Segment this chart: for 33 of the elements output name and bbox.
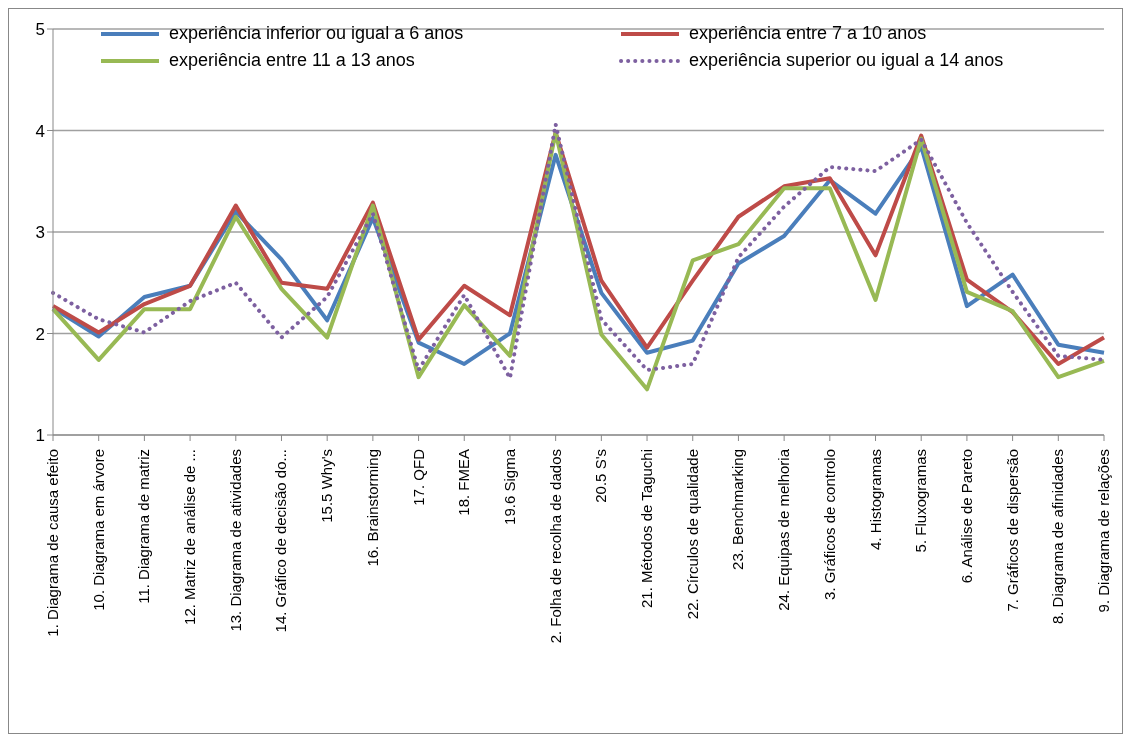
legend-label: experiência entre 7 a 10 anos <box>689 23 927 44</box>
y-tick-label: 2 <box>35 324 45 344</box>
legend-label: experiência entre 11 a 13 anos <box>169 50 415 71</box>
x-tick-label: 20.5 S's <box>592 449 610 503</box>
x-tick-label: 11. Diagrama de matriz <box>135 449 153 604</box>
x-tick-label: 19.6 Sigma <box>500 448 518 525</box>
x-tick-label: 2. Folha de recolha de dados <box>546 449 564 644</box>
x-tick-label: 8. Diagrama de afinidades <box>1049 449 1067 625</box>
x-tick-label: 5. Fluxogramas <box>912 449 930 553</box>
x-tick-label: 15.5 Why's <box>318 449 336 523</box>
y-tick-label: 1 <box>35 426 45 446</box>
x-tick-label: 4. Histogramas <box>866 449 884 550</box>
x-tick-label: 21. Métodos de Taguchi <box>638 449 656 609</box>
x-tick-label: 17. QFD <box>409 448 427 506</box>
x-tick-label: 13. Diagrama de atividades <box>226 449 244 632</box>
x-tick-label: 23. Benchmarking <box>729 449 747 570</box>
x-tick-label: 6. Análise de Pareto <box>957 449 975 584</box>
legend-label: experiência inferior ou igual a 6 anos <box>169 23 464 44</box>
x-tick-label: 9. Diagrama de relações <box>1095 449 1112 613</box>
x-tick-label: 1. Diagrama de causa efeito <box>44 449 61 637</box>
y-tick-label: 4 <box>35 121 45 141</box>
legend-label: experiência superior ou igual a 14 anos <box>689 50 1004 71</box>
x-tick-label: 18. FMEA <box>455 449 473 516</box>
x-tick-label: 24. Equipas de melhoria <box>775 448 793 611</box>
x-tick-label: 16. Brainstorming <box>363 449 381 567</box>
x-tick-label: 12. Matriz de análise de ... <box>181 449 199 625</box>
x-tick-label: 7. Gráficos de dispersão <box>1003 449 1021 612</box>
y-tick-label: 3 <box>35 223 45 243</box>
x-tick-label: 3. Gráficos de controlo <box>820 449 838 600</box>
y-tick-label: 5 <box>35 20 45 40</box>
x-tick-label: 10. Diagrama em árvore <box>89 449 107 611</box>
x-tick-label: 22. Círculos de qualidade <box>683 449 701 620</box>
x-tick-label: 14. Gráfico de decisão do... <box>272 449 290 633</box>
